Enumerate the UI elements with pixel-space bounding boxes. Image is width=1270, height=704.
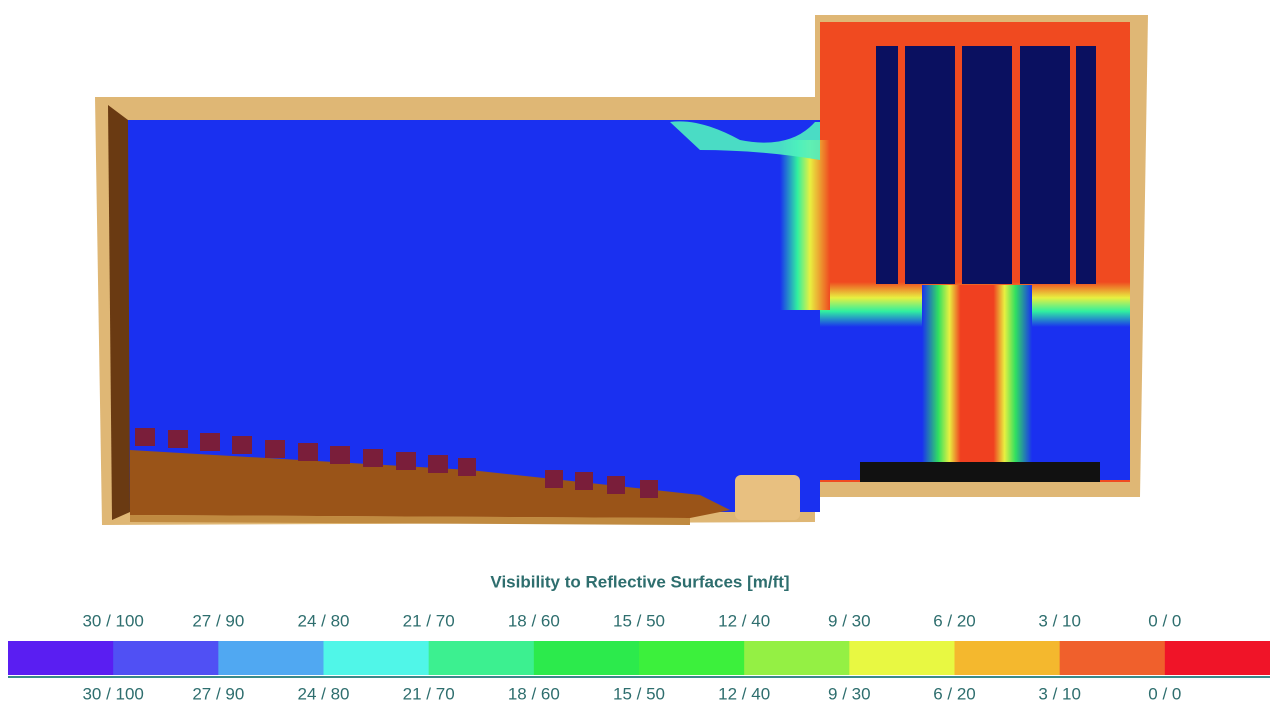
- legend-label-bottom: 6 / 20: [933, 684, 976, 703]
- floor-slope: [130, 450, 730, 518]
- color-bin: [218, 641, 324, 675]
- legend: Visibility to Reflective Surfaces [m/ft]…: [8, 572, 1270, 703]
- legend-label-top: 24 / 80: [298, 611, 350, 630]
- color-bin: [1059, 641, 1166, 675]
- legend-label-bottom: 9 / 30: [828, 684, 871, 703]
- legend-label-top: 21 / 70: [403, 611, 455, 630]
- color-bin: [428, 641, 535, 675]
- legend-label-top: 9 / 30: [828, 611, 871, 630]
- legend-label-bottom: 21 / 70: [403, 684, 455, 703]
- legend-label-top: 0 / 0: [1148, 611, 1181, 630]
- color-bin: [533, 641, 640, 675]
- legend-title: Visibility to Reflective Surfaces [m/ft]: [490, 572, 789, 591]
- legend-label-bottom: 30 / 100: [82, 684, 143, 703]
- color-bin: [8, 641, 114, 675]
- legend-label-top: 27 / 90: [192, 611, 244, 630]
- legend-label-bottom: 27 / 90: [192, 684, 244, 703]
- floor-edge: [130, 515, 690, 525]
- legend-label-top: 12 / 40: [718, 611, 770, 630]
- color-bin: [954, 641, 1061, 675]
- legend-label-top: 6 / 20: [933, 611, 976, 630]
- legend-label-bottom: 0 / 0: [1148, 684, 1181, 703]
- obstructions: [876, 46, 1096, 284]
- smoke-left-edge: [780, 140, 830, 310]
- left-wall: [108, 105, 130, 520]
- fire-source: [860, 462, 1100, 482]
- legend-label-top: 18 / 60: [508, 611, 560, 630]
- smoke-wisp: [670, 121, 820, 160]
- color-bin: [323, 641, 430, 675]
- seats: [135, 428, 658, 498]
- color-bin: [744, 641, 850, 675]
- color-bin: [639, 641, 745, 675]
- legend-label-bottom: 15 / 50: [613, 684, 665, 703]
- legend-label-top: 30 / 100: [82, 611, 143, 630]
- door-box: [735, 475, 800, 520]
- legend-label-top: 3 / 10: [1038, 611, 1081, 630]
- legend-label-top: 15 / 50: [613, 611, 665, 630]
- color-bin: [113, 641, 219, 675]
- legend-label-bottom: 24 / 80: [298, 684, 350, 703]
- scene: [95, 15, 1148, 525]
- plume: [922, 285, 1032, 465]
- legend-label-bottom: 18 / 60: [508, 684, 560, 703]
- color-bin: [1164, 641, 1270, 675]
- legend-label-bottom: 3 / 10: [1038, 684, 1081, 703]
- left-room-field: [120, 120, 820, 512]
- color-bin: [849, 641, 955, 675]
- legend-label-bottom: 12 / 40: [718, 684, 770, 703]
